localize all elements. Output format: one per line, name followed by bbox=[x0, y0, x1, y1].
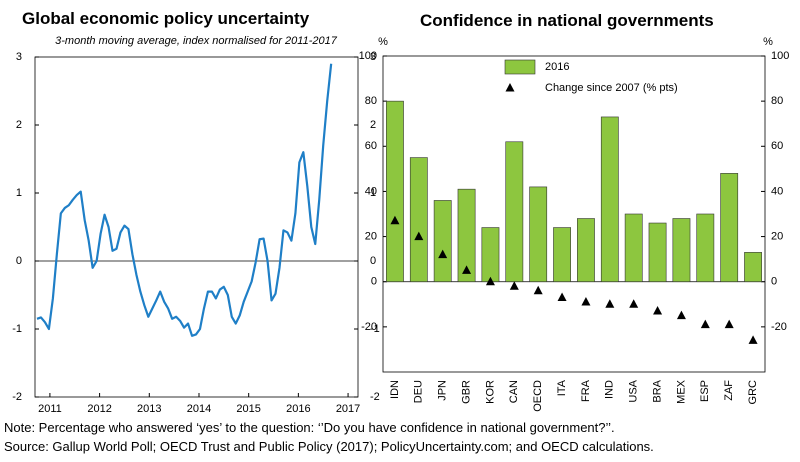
y-tick-label: 100 bbox=[771, 50, 789, 62]
y-tick-label: 80 bbox=[365, 95, 377, 107]
x-tick-label: 2017 bbox=[336, 403, 360, 415]
y-tick-label: 20 bbox=[771, 230, 783, 242]
bar bbox=[744, 252, 762, 283]
x-tick-label: ITA bbox=[556, 379, 568, 396]
y-tick-label: -20 bbox=[771, 321, 787, 333]
x-tick-label: GBR bbox=[460, 380, 472, 404]
y-tick-label: 2 bbox=[16, 119, 22, 131]
y-tick-label: 40 bbox=[365, 185, 377, 197]
source: Source: Gallup World Poll; OECD Trust an… bbox=[4, 439, 654, 454]
y-tick-label: 0 bbox=[371, 276, 377, 288]
point bbox=[533, 285, 543, 295]
chart-subtitle: 3-month moving average, index normalised… bbox=[55, 35, 338, 47]
y-unit: % bbox=[763, 36, 773, 48]
note: Note: Percentage who answered ‘yes’ to t… bbox=[4, 420, 615, 435]
y-tick-label: 2 bbox=[370, 119, 376, 131]
point bbox=[485, 276, 495, 286]
point bbox=[414, 231, 424, 241]
y-tick-label: -20 bbox=[361, 321, 377, 333]
legend-marker bbox=[505, 83, 515, 92]
x-tick-label: MEX bbox=[675, 379, 687, 404]
x-tick-label: JPN bbox=[437, 380, 449, 401]
x-tick-label: ZAF bbox=[723, 380, 735, 401]
y-tick-label: 60 bbox=[771, 140, 783, 152]
bar bbox=[505, 141, 524, 283]
point bbox=[605, 299, 615, 308]
legend-label: Change since 2007 (% pts) bbox=[545, 82, 678, 94]
x-tick-label: ESP bbox=[699, 380, 711, 402]
bar bbox=[696, 213, 715, 283]
x-tick-label: 2013 bbox=[137, 403, 161, 415]
y-tick-label: 40 bbox=[771, 185, 783, 197]
bar bbox=[553, 227, 571, 283]
y-tick-label: 0 bbox=[16, 255, 22, 267]
bar bbox=[386, 100, 404, 283]
legend-label: 2016 bbox=[545, 61, 569, 73]
bar bbox=[624, 213, 643, 283]
y-tick-label: -1 bbox=[370, 323, 380, 335]
point bbox=[676, 310, 686, 320]
x-tick-label: 2016 bbox=[286, 403, 310, 415]
x-tick-label: 2015 bbox=[236, 403, 260, 415]
point bbox=[462, 265, 472, 274]
x-tick-label: GRC bbox=[747, 380, 759, 405]
x-tick-label: IDN bbox=[389, 380, 401, 399]
point bbox=[581, 297, 591, 306]
y-tick-label: 100 bbox=[359, 50, 377, 62]
x-tick-label: BRA bbox=[651, 379, 663, 402]
chart-title: Global economic policy uncertainty bbox=[22, 9, 310, 28]
bar bbox=[600, 116, 619, 283]
point bbox=[390, 215, 400, 225]
point bbox=[509, 281, 519, 290]
x-tick-label: 2014 bbox=[187, 403, 211, 415]
x-tick-label: FRA bbox=[580, 379, 592, 402]
point bbox=[557, 292, 567, 302]
y-tick-label: 60 bbox=[365, 140, 377, 152]
y-tick-label: 1 bbox=[370, 187, 376, 199]
y-unit: % bbox=[378, 36, 388, 48]
bar bbox=[720, 173, 739, 283]
y-tick-label: 20 bbox=[365, 230, 377, 242]
bar bbox=[481, 227, 500, 283]
y-tick-label: 3 bbox=[370, 51, 376, 63]
point bbox=[700, 319, 710, 329]
bar bbox=[529, 186, 548, 283]
y-tick-label: 1 bbox=[16, 187, 22, 199]
y-tick-label: 80 bbox=[771, 95, 783, 107]
plot-frame bbox=[34, 56, 359, 398]
bar bbox=[577, 218, 595, 283]
y-tick-label: 0 bbox=[370, 255, 376, 267]
y-tick-label: -2 bbox=[12, 391, 22, 403]
chart-title: Confidence in national governments bbox=[420, 11, 714, 30]
x-tick-label: IND bbox=[604, 380, 616, 399]
legend-swatch bbox=[504, 59, 536, 75]
bar bbox=[672, 218, 691, 283]
x-tick-label: OECD bbox=[532, 380, 544, 412]
x-tick-label: DEU bbox=[413, 380, 425, 403]
bar bbox=[457, 188, 476, 283]
point bbox=[724, 319, 734, 329]
y-tick-label: -2 bbox=[370, 391, 380, 403]
point bbox=[653, 306, 663, 315]
bar bbox=[433, 200, 452, 283]
plot-frame bbox=[382, 55, 766, 373]
bar bbox=[409, 157, 428, 283]
x-tick-label: USA bbox=[628, 379, 640, 402]
point bbox=[748, 335, 758, 344]
x-tick-label: 2012 bbox=[87, 403, 111, 415]
point bbox=[629, 299, 639, 308]
y-tick-label: 0 bbox=[771, 276, 777, 288]
y-tick-label: -1 bbox=[12, 323, 22, 335]
x-tick-label: CAN bbox=[508, 380, 520, 403]
data-line bbox=[36, 63, 333, 337]
point bbox=[438, 249, 448, 259]
x-tick-label: KOR bbox=[484, 380, 496, 404]
y-tick-label: 3 bbox=[16, 51, 22, 63]
bar bbox=[648, 222, 667, 283]
x-tick-label: 2011 bbox=[38, 403, 62, 415]
